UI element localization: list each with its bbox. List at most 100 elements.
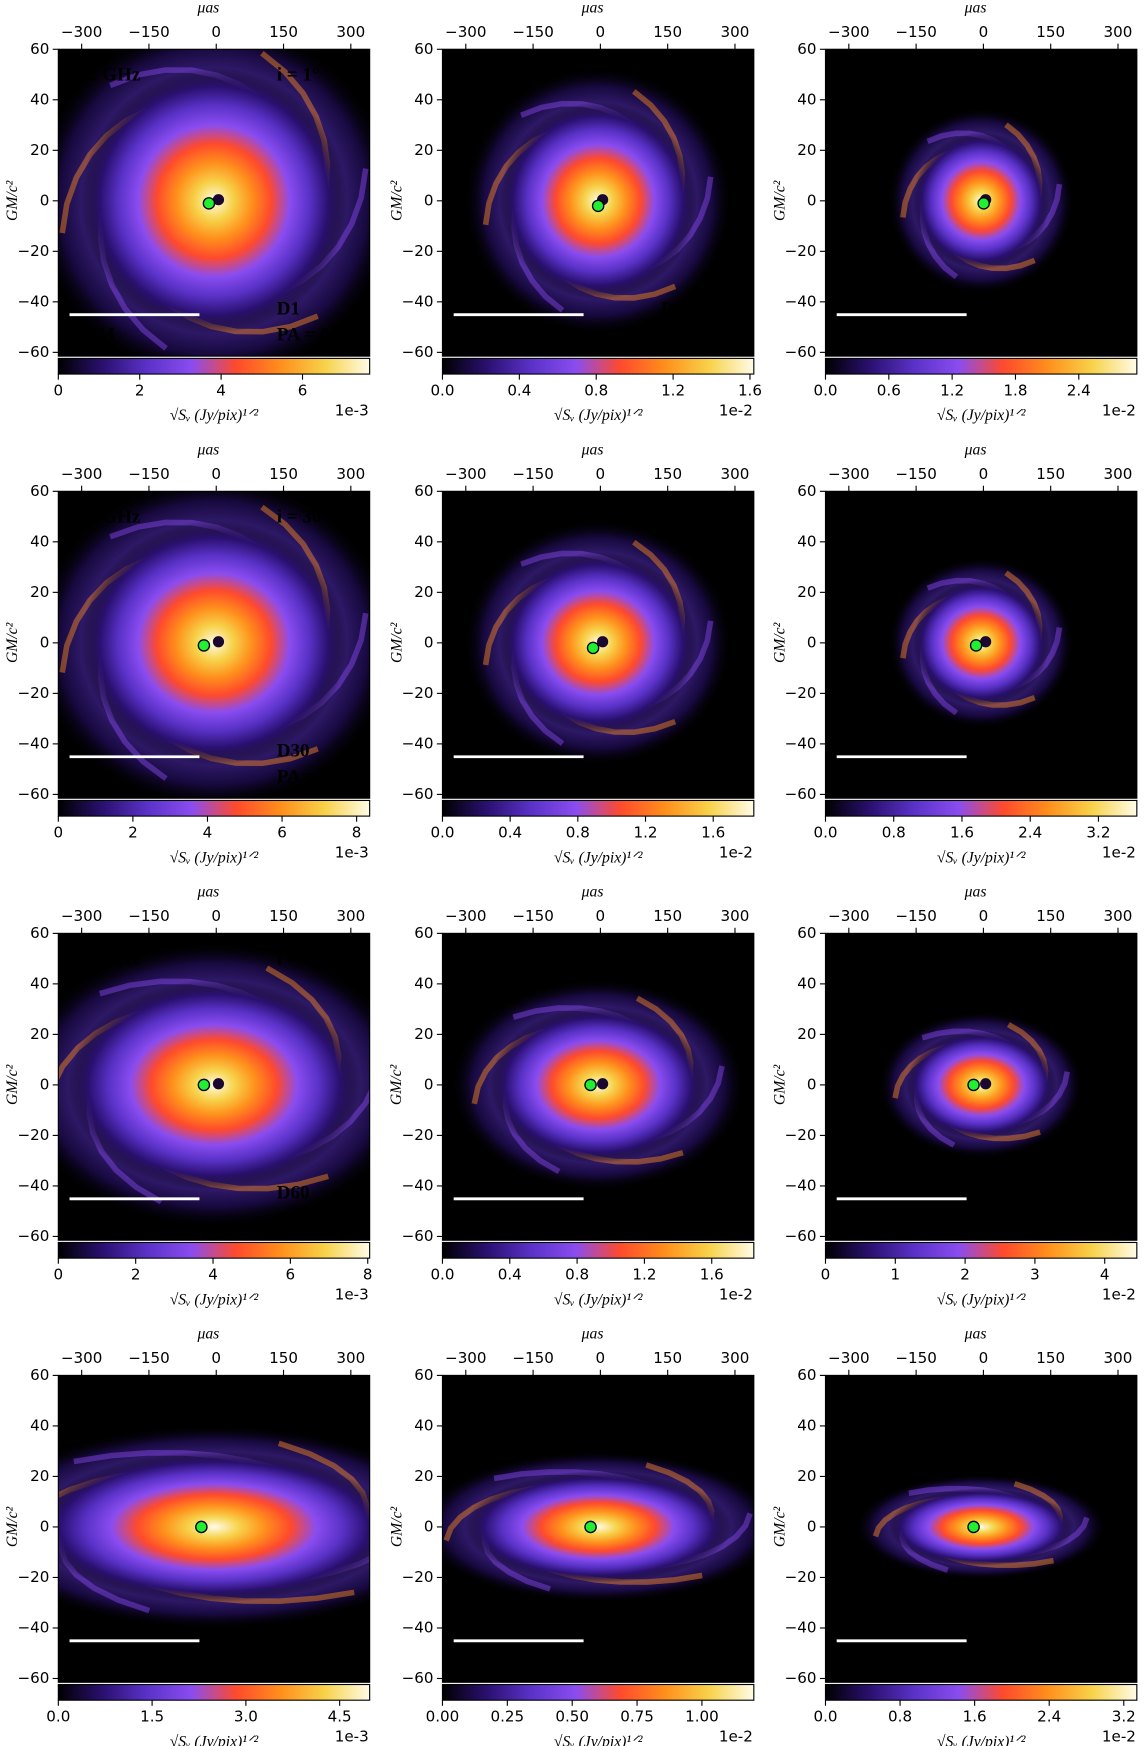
emission-image (464, 519, 732, 766)
pa-label: PA = 0° (277, 1208, 337, 1229)
colorbar-offset: 1e-2 (719, 402, 753, 420)
center-marker (586, 641, 600, 655)
x-tick-label: 0 (211, 23, 221, 41)
y-tick-label: 60 (797, 924, 816, 942)
x-tick-label: −150 (895, 907, 937, 925)
y-axis-label: GM/c² (771, 1064, 788, 1105)
pa-label: PA = 0° (1044, 1650, 1104, 1671)
frequency-label: 86 GHz (846, 1391, 908, 1412)
y-axis-label: GM/c² (388, 180, 405, 221)
y-tick-label: −40 (785, 1176, 817, 1194)
x-axis-label: μas (964, 442, 987, 459)
frequency-label: 86 GHz (846, 65, 908, 86)
inclination-label: i = 60° (277, 949, 329, 970)
y-tick-label: −60 (402, 343, 434, 361)
colorbar-offset: 1e-3 (335, 1728, 369, 1746)
colorbar-tick-label: 0.4 (498, 1265, 522, 1283)
colorbar-tick-label: 0.00 (426, 1707, 460, 1725)
colorbar (441, 357, 755, 375)
shadow (597, 1078, 609, 1090)
colorbar-tick-label: 0 (54, 1265, 64, 1283)
x-tick-label: 300 (721, 465, 750, 483)
x-tick-label: 150 (653, 907, 682, 925)
x-axis-label: μas (581, 1326, 604, 1343)
x-tick-label: 150 (1036, 907, 1065, 925)
x-axis-label: μas (964, 884, 987, 901)
y-tick-label: 0 (807, 633, 817, 651)
y-tick-label: 40 (414, 974, 433, 992)
y-tick-label: −20 (17, 1126, 49, 1144)
x-axis-label: μas (581, 0, 604, 17)
y-tick-label: 40 (797, 974, 816, 992)
x-tick-label: 300 (721, 1349, 750, 1367)
frequency-label: 86 GHz (846, 507, 908, 528)
pa-label: PA = 0° (661, 1650, 721, 1671)
y-tick-label: 60 (414, 40, 433, 58)
y-tick-label: −20 (17, 242, 49, 260)
colorbar (57, 799, 371, 817)
y-tick-label: 0 (40, 1517, 50, 1535)
y-tick-label: −20 (785, 1126, 817, 1144)
y-tick-label: 0 (424, 1075, 434, 1093)
x-tick-label: −300 (445, 1349, 487, 1367)
scale-label: 50M (846, 324, 883, 345)
y-tick-label: 0 (40, 191, 50, 209)
y-tick-label: −60 (402, 1669, 434, 1687)
y-tick-label: 60 (414, 1366, 433, 1384)
center-marker (969, 639, 983, 652)
colorbar (824, 1683, 1138, 1701)
colorbar-tick-label: 3.0 (234, 1707, 258, 1725)
colorbar-tick-label: 1.2 (632, 1265, 656, 1283)
colorbar-label: √Sᵥ (Jy/pix)¹ᐟ² (170, 1291, 259, 1308)
colorbar-tick-label: 6 (298, 381, 308, 399)
center-marker (591, 199, 605, 213)
frequency-label: 22 GHz (78, 507, 140, 528)
x-tick-label: 150 (653, 23, 682, 41)
model-label: D30 (1044, 741, 1077, 762)
colorbar-tick-label: 4.5 (328, 1707, 352, 1725)
y-tick-label: 60 (30, 924, 49, 942)
y-axis-label: GM/c² (771, 180, 788, 221)
model-label: D1 (661, 299, 684, 320)
model-label: D30 (277, 741, 310, 762)
colorbar-tick-label: 1.2 (634, 823, 658, 841)
x-tick-label: 0 (979, 907, 989, 925)
frequency-label: 22 GHz (78, 949, 140, 970)
colorbar-tick-label: 1.6 (700, 1265, 724, 1283)
x-tick-label: 150 (269, 23, 298, 41)
model-label: D90 (277, 1625, 310, 1646)
colorbar-tick-label: 3.2 (1112, 1707, 1136, 1725)
colorbar-tick-label: 0 (821, 1265, 831, 1283)
colorbar-tick-label: 2 (135, 381, 145, 399)
x-tick-label: 0 (979, 23, 989, 41)
colorbar-tick-label: 0 (54, 381, 64, 399)
y-tick-label: 40 (414, 532, 433, 550)
x-axis-label: μas (581, 884, 604, 901)
inclination-label: i = 30° (277, 507, 329, 528)
x-tick-label: 300 (1104, 465, 1133, 483)
y-tick-label: 20 (414, 141, 433, 159)
y-tick-label: −40 (17, 292, 49, 310)
x-tick-label: 300 (721, 23, 750, 41)
colorbar-tick-label: 2 (960, 1265, 970, 1283)
y-axis-label: GM/c² (388, 1064, 405, 1105)
emission-core (888, 1487, 1074, 1566)
y-axis-label: GM/c² (771, 1506, 788, 1547)
inclination-label: i = 60° (1044, 949, 1096, 970)
colorbar-tick-label: 1.2 (940, 381, 964, 399)
colorbar-tick-label: 6 (286, 1265, 296, 1283)
x-axis-label: μas (197, 1326, 220, 1343)
x-tick-label: 0 (596, 1349, 606, 1367)
shadow (980, 636, 992, 648)
pa-label: PA = 0° (1044, 1208, 1104, 1229)
x-tick-label: 0 (211, 907, 221, 925)
colorbar-tick-label: 0.0 (430, 823, 454, 841)
x-tick-label: −150 (512, 907, 554, 925)
colorbar (824, 1241, 1138, 1259)
colorbar-tick-label: 1.00 (685, 1707, 719, 1725)
scale-label: 50M (78, 324, 115, 345)
y-tick-label: −40 (402, 292, 434, 310)
scale-label: 50M (78, 1208, 115, 1229)
scale-label: 50M (846, 1208, 883, 1229)
colorbar-tick-label: 4 (208, 1265, 218, 1283)
